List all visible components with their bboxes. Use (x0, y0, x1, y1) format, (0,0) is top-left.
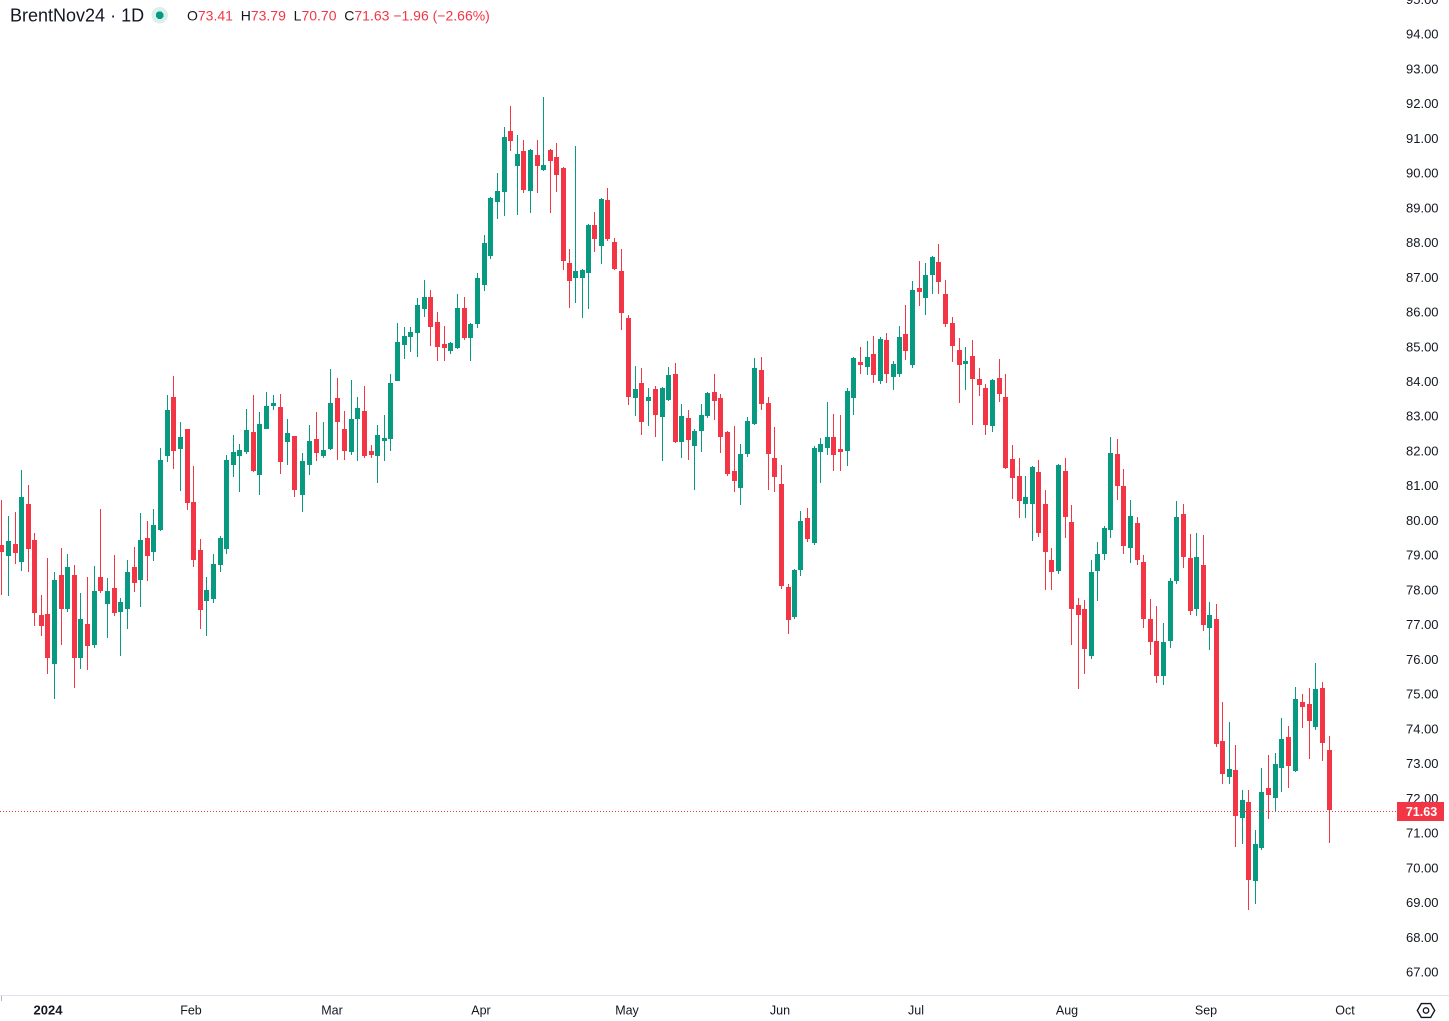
svg-text:Aug: Aug (1056, 1004, 1078, 1018)
svg-text:78.00: 78.00 (1406, 582, 1439, 597)
svg-text:79.00: 79.00 (1406, 548, 1439, 563)
svg-text:83.00: 83.00 (1406, 409, 1439, 424)
svg-text:86.00: 86.00 (1406, 305, 1439, 320)
svg-text:77.00: 77.00 (1406, 617, 1439, 632)
svg-text:93.00: 93.00 (1406, 61, 1439, 76)
svg-text:89.00: 89.00 (1406, 200, 1439, 215)
svg-text:76.00: 76.00 (1406, 652, 1439, 667)
svg-text:94.00: 94.00 (1406, 27, 1439, 42)
svg-text:84.00: 84.00 (1406, 374, 1439, 389)
svg-text:Jun: Jun (770, 1004, 790, 1018)
svg-text:68.00: 68.00 (1406, 930, 1439, 945)
svg-text:67.00: 67.00 (1406, 965, 1439, 980)
svg-text:90.00: 90.00 (1406, 166, 1439, 181)
svg-text:70.00: 70.00 (1406, 860, 1439, 875)
svg-text:Sep: Sep (1195, 1004, 1217, 1018)
svg-text:Jul: Jul (908, 1004, 924, 1018)
svg-text:82.00: 82.00 (1406, 444, 1439, 459)
svg-text:92.00: 92.00 (1406, 96, 1439, 111)
svg-text:75.00: 75.00 (1406, 687, 1439, 702)
svg-text:91.00: 91.00 (1406, 131, 1439, 146)
svg-text:Oct: Oct (1335, 1004, 1355, 1018)
svg-text:71.00: 71.00 (1406, 826, 1439, 841)
svg-text:71.63: 71.63 (1406, 805, 1437, 819)
svg-text:May: May (615, 1004, 639, 1018)
svg-text:Apr: Apr (471, 1004, 490, 1018)
svg-text:69.00: 69.00 (1406, 895, 1439, 910)
svg-text:O73.41 H73.79 L70.70 C71.63: O73.41 H73.79 L70.70 C71.63 −1.96 (−2.66… (187, 7, 490, 23)
svg-text:87.00: 87.00 (1406, 270, 1439, 285)
svg-text:Feb: Feb (180, 1004, 202, 1018)
svg-text:Mar: Mar (321, 1004, 343, 1018)
svg-text:73.00: 73.00 (1406, 756, 1439, 771)
svg-text:BrentNov24 · 1D: BrentNov24 · 1D (10, 6, 144, 26)
svg-text:2024: 2024 (34, 1003, 64, 1018)
svg-text:88.00: 88.00 (1406, 235, 1439, 250)
svg-text:85.00: 85.00 (1406, 339, 1439, 354)
svg-text:80.00: 80.00 (1406, 513, 1439, 528)
svg-text:74.00: 74.00 (1406, 721, 1439, 736)
svg-text:81.00: 81.00 (1406, 478, 1439, 493)
svg-text:95.00: 95.00 (1406, 0, 1439, 7)
